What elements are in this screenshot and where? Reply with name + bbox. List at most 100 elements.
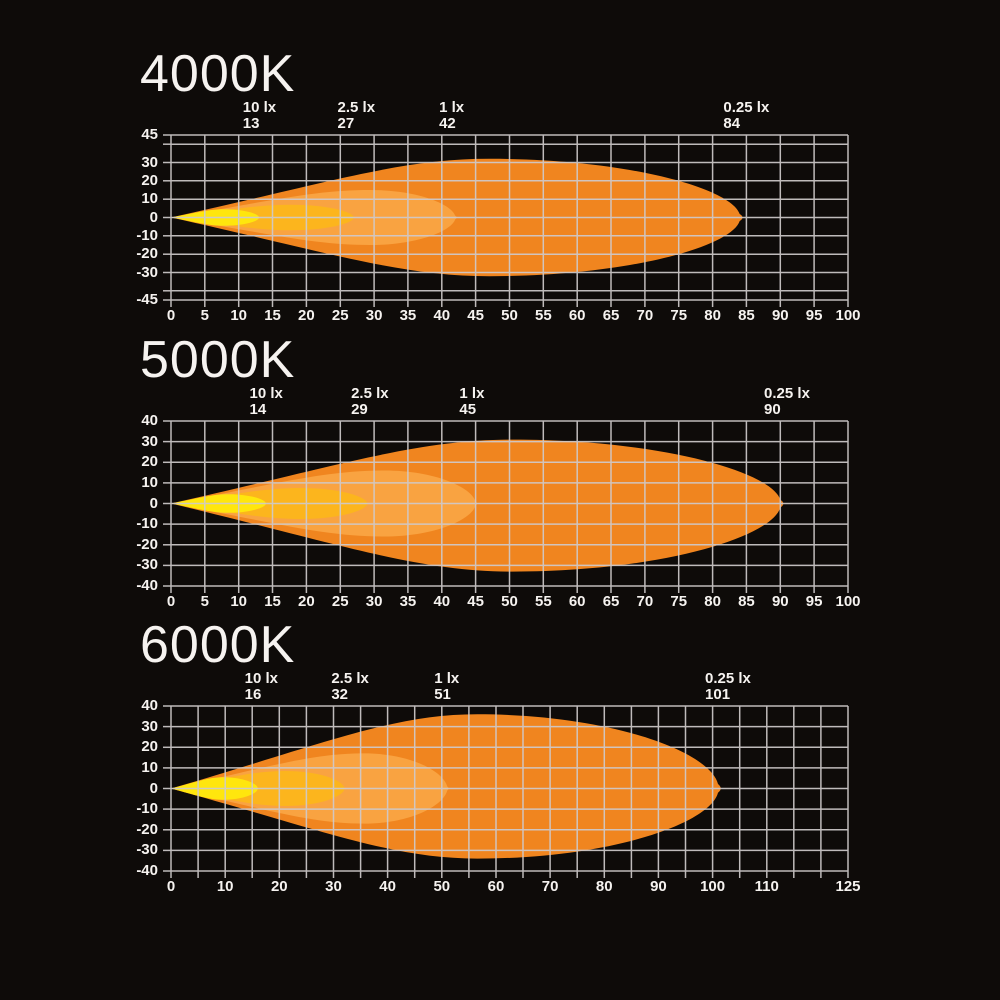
x-tick-label: 90 (771, 307, 789, 324)
x-tick-label: 90 (650, 878, 667, 895)
x-tick-label: 85 (738, 307, 755, 324)
y-tick-label: -10 (136, 226, 158, 244)
y-tick-label: 0 (149, 494, 158, 512)
y-tick-label: 45 (141, 126, 158, 143)
y-tick-label: -10 (136, 800, 158, 818)
annotation-distance: 32 (331, 686, 348, 703)
y-tick-label: 30 (141, 432, 158, 450)
contour-annotation: 0.25 lx 84 (723, 100, 769, 132)
x-tick-label: 0 (166, 307, 176, 324)
y-tick-label: -20 (136, 245, 158, 263)
contour-annotations: 10 lx 14 2.5 lx 29 1 lx 45 0.25 lx 90 (171, 386, 848, 420)
y-tick-label: -10 (136, 515, 158, 533)
x-tick-label: 85 (738, 593, 755, 610)
iso-contour-2_5lx (171, 488, 369, 519)
iso-contour-1lx (171, 753, 449, 824)
x-tick-label: 40 (379, 878, 396, 895)
chart-title-4000k: 4000K (140, 45, 296, 103)
annotation-lux-value: 1 lx (434, 670, 460, 687)
x-tick-label: 25 (331, 307, 349, 324)
x-tick-label: 20 (298, 307, 315, 324)
x-tick-label: 90 (771, 593, 789, 610)
x-tick-label: 75 (670, 593, 688, 610)
y-tick-label: 20 (141, 453, 158, 471)
x-tick-label: 15 (264, 593, 281, 610)
annotation-distance: 29 (351, 401, 368, 418)
x-tick-label: 65 (602, 307, 620, 324)
x-tick-label: 55 (535, 593, 552, 610)
annotation-lux-value: 2.5 lx (351, 385, 389, 402)
iso-contour-0_25lx (171, 158, 743, 277)
annotation-distance: 51 (434, 686, 451, 703)
annotation-lux-value: 2.5 lx (331, 670, 369, 687)
y-tick-label: 10 (141, 190, 158, 208)
annotation-lux-value: 10 lx (242, 99, 277, 116)
y-tick-label: 10 (141, 758, 158, 776)
x-tick-label: 70 (636, 307, 654, 324)
x-tick-label: 80 (595, 878, 613, 895)
iso-contour-1lx (171, 190, 457, 245)
annotation-distance: 42 (439, 115, 456, 132)
annotation-distance: 101 (705, 686, 731, 703)
x-tick-label: 5 (200, 593, 210, 610)
y-tick-label: -40 (136, 862, 158, 879)
contour-annotation: 0.25 lx 90 (764, 386, 810, 418)
x-tick-label: 45 (467, 593, 484, 610)
grid-lines (163, 420, 849, 593)
x-tick-label: 110 (754, 878, 779, 895)
x-tick-label: 100 (700, 878, 726, 895)
x-tick-label: 100 (835, 593, 861, 610)
iso-contour-10lx (171, 209, 260, 226)
contour-annotation: 1 lx 42 (439, 100, 464, 132)
x-tick-label: 10 (230, 593, 248, 610)
iso-contour-0_25lx (171, 714, 721, 859)
annotation-lux-value: 10 lx (249, 385, 283, 402)
y-tick-label: 30 (141, 717, 158, 735)
x-tick-label: 0 (166, 878, 176, 895)
iso-contour-2_5lx (171, 204, 355, 231)
y-tick-label: -30 (136, 841, 158, 859)
contour-annotation: 1 lx 51 (434, 671, 459, 703)
y-tick-label: 30 (141, 153, 158, 171)
annotation-distance: 13 (242, 115, 260, 132)
y-tick-label: -30 (136, 263, 158, 281)
contour-annotation: 10 lx 16 (245, 671, 278, 703)
contour-annotation: 2.5 lx 27 (338, 100, 376, 132)
x-tick-label: 20 (298, 593, 315, 610)
x-tick-label: 75 (670, 307, 688, 324)
grid-lines (163, 134, 849, 307)
y-tick-label: 10 (141, 473, 158, 491)
x-tick-label: 55 (535, 307, 552, 324)
x-tick-label: 80 (704, 593, 721, 610)
x-tick-label: 0 (166, 593, 176, 610)
iso-contour-10lx (171, 777, 259, 800)
grid-lines (163, 705, 849, 878)
y-tick-label: -30 (136, 556, 158, 574)
x-tick-label: 40 (433, 307, 451, 324)
y-tick-label: 0 (149, 779, 158, 797)
x-tick-label: 100 (835, 307, 861, 324)
x-tick-label: 65 (602, 593, 620, 610)
contour-annotation: 10 lx 13 (243, 100, 276, 132)
x-tick-label: 60 (487, 878, 505, 895)
iso-contour-1lx (171, 470, 478, 537)
x-tick-label: 30 (365, 593, 383, 610)
x-tick-label: 60 (568, 593, 586, 610)
y-tick-label: 20 (141, 738, 158, 756)
contour-annotation: 2.5 lx 32 (331, 671, 369, 703)
annotation-lux-value: 10 lx (244, 670, 279, 687)
iso-contour-10lx (171, 494, 267, 513)
y-tick-label: 40 (141, 412, 158, 429)
y-tick-label: -45 (136, 291, 158, 308)
x-tick-label: 10 (216, 878, 234, 895)
chart-title-6000k: 6000K (140, 616, 296, 674)
iso-contour-0_25lx (171, 439, 784, 572)
x-tick-label: 70 (541, 878, 559, 895)
annotation-distance: 16 (244, 686, 262, 703)
iso-contour-2_5lx (171, 771, 346, 806)
y-tick-label: -40 (136, 577, 158, 594)
